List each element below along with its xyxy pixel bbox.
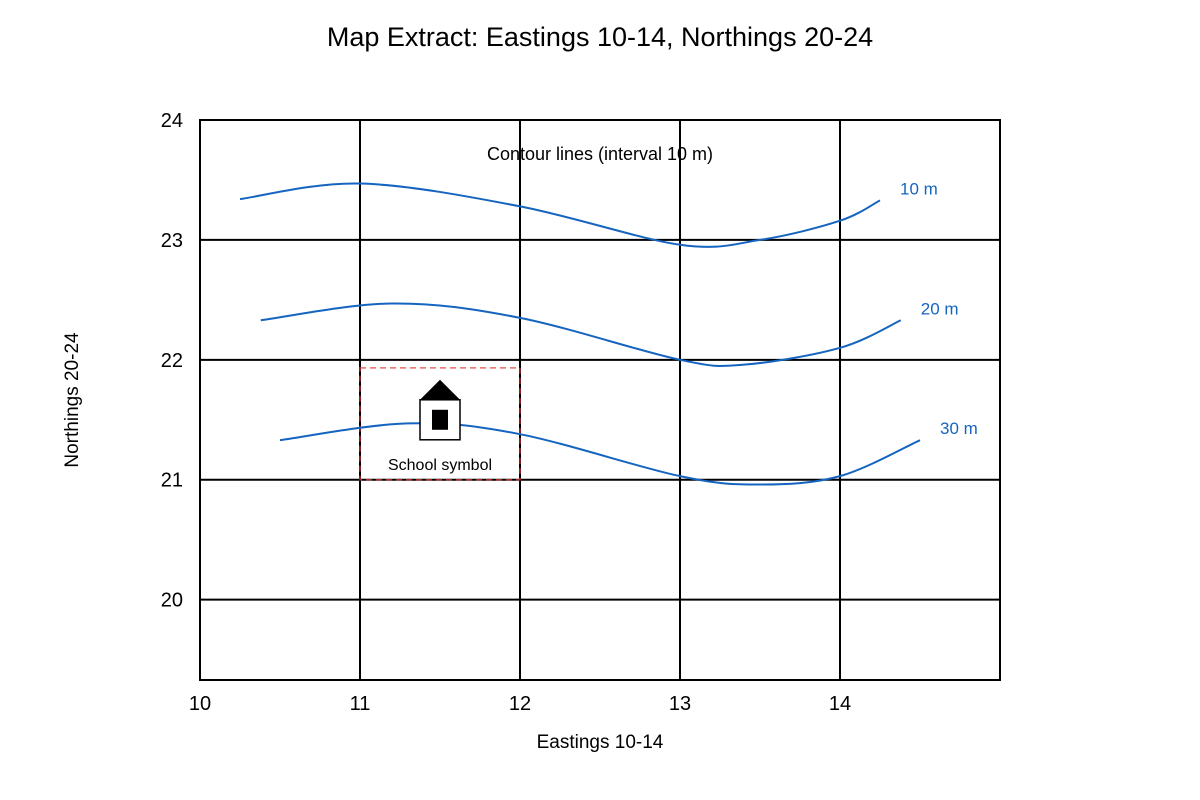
school-building-icon — [419, 399, 461, 441]
contour-label: 10 m — [900, 179, 938, 198]
map-border — [199, 119, 1001, 681]
contour-labels: 10 m 20 m 30 m — [900, 179, 978, 438]
contour-line — [239, 182, 881, 248]
easting-tick-label: 14 — [829, 693, 851, 715]
contour-line — [279, 422, 921, 486]
northing-tick-label: 20 — [161, 590, 183, 612]
map-title: Map Extract: Eastings 10-14, Northings 2… — [326, 22, 874, 52]
y-axis-label: Northings 20-24 — [62, 332, 83, 468]
school-grid-square — [359, 367, 521, 481]
northing-tick-label: 24 — [161, 110, 183, 132]
school-label: School symbol — [388, 457, 492, 474]
school-roof — [420, 379, 460, 400]
northing-tick-label: 21 — [161, 470, 183, 492]
school-grid-square-highlight — [359, 367, 521, 481]
northing-tick-label: 23 — [161, 230, 183, 252]
easting-tick-label: 12 — [509, 693, 531, 715]
contour-label: 30 m — [940, 419, 978, 438]
x-axis-label: Eastings 10-14 — [536, 732, 664, 753]
easting-tick-label: 11 — [350, 693, 371, 715]
easting-tick-label: 13 — [669, 693, 691, 715]
school-symbol — [419, 379, 461, 441]
contour-lines — [239, 182, 921, 486]
axis-tick-labels: 10 11 12 13 14 20 21 22 23 24 — [161, 110, 851, 715]
contour-label: 20 m — [921, 299, 959, 318]
grid-lines — [199, 119, 1001, 681]
school-door — [432, 409, 448, 430]
easting-tick-label: 10 — [189, 693, 211, 715]
contour-annotation: Contour lines (interval 10 m) — [487, 144, 713, 164]
contour-line — [260, 302, 902, 368]
northing-tick-label: 22 — [161, 350, 183, 372]
